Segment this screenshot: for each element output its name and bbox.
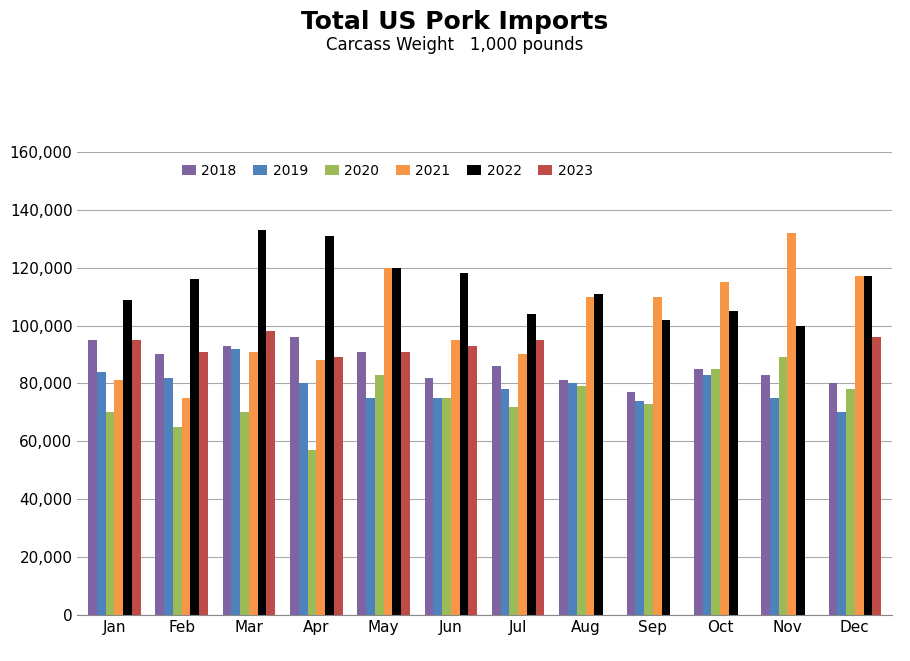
Bar <box>729 311 738 615</box>
Bar <box>106 412 115 615</box>
Bar <box>652 297 662 615</box>
Bar <box>433 398 442 615</box>
Text: Carcass Weight   1,000 pounds: Carcass Weight 1,000 pounds <box>327 36 583 54</box>
Bar <box>854 276 864 615</box>
Bar <box>585 297 594 615</box>
Bar <box>115 381 123 615</box>
Bar <box>442 398 451 615</box>
Bar <box>828 383 837 615</box>
Bar <box>317 360 325 615</box>
Bar <box>873 337 881 615</box>
Text: Total US Pork Imports: Total US Pork Imports <box>301 10 609 34</box>
Bar <box>199 352 207 615</box>
Bar <box>375 375 384 615</box>
Bar <box>492 366 501 615</box>
Bar <box>568 383 577 615</box>
Bar <box>96 371 106 615</box>
Bar <box>308 450 317 615</box>
Bar <box>358 352 366 615</box>
Bar <box>796 325 805 615</box>
Bar <box>703 375 712 615</box>
Bar <box>366 398 375 615</box>
Bar <box>88 340 96 615</box>
Bar <box>267 331 275 615</box>
Bar <box>223 346 231 615</box>
Bar <box>469 346 477 615</box>
Bar <box>258 230 267 615</box>
Bar <box>787 233 796 615</box>
Bar <box>334 358 342 615</box>
Legend: 2018, 2019, 2020, 2021, 2022, 2023: 2018, 2019, 2020, 2021, 2022, 2023 <box>182 164 592 178</box>
Bar <box>298 383 308 615</box>
Bar <box>290 337 298 615</box>
Bar <box>249 352 258 615</box>
Bar <box>392 268 401 615</box>
Bar <box>132 340 141 615</box>
Bar <box>779 358 787 615</box>
Bar <box>460 274 469 615</box>
Bar <box>694 369 703 615</box>
Bar <box>846 389 854 615</box>
Bar <box>384 268 392 615</box>
Bar <box>173 427 182 615</box>
Bar <box>501 389 510 615</box>
Bar <box>156 354 164 615</box>
Bar <box>182 398 190 615</box>
Bar <box>560 381 568 615</box>
Bar <box>123 299 132 615</box>
Bar <box>231 349 240 615</box>
Bar <box>425 377 433 615</box>
Bar <box>164 377 173 615</box>
Bar <box>451 340 460 615</box>
Bar <box>577 386 585 615</box>
Bar <box>627 392 635 615</box>
Bar <box>240 412 249 615</box>
Bar <box>325 236 334 615</box>
Bar <box>864 276 873 615</box>
Bar <box>594 293 603 615</box>
Bar <box>401 352 410 615</box>
Bar <box>837 412 846 615</box>
Bar <box>712 369 720 615</box>
Bar <box>720 282 729 615</box>
Bar <box>662 320 671 615</box>
Bar <box>518 354 527 615</box>
Bar <box>770 398 779 615</box>
Bar <box>190 279 199 615</box>
Bar <box>510 407 518 615</box>
Bar <box>527 314 536 615</box>
Bar <box>644 404 652 615</box>
Bar <box>536 340 544 615</box>
Bar <box>635 401 644 615</box>
Bar <box>762 375 770 615</box>
